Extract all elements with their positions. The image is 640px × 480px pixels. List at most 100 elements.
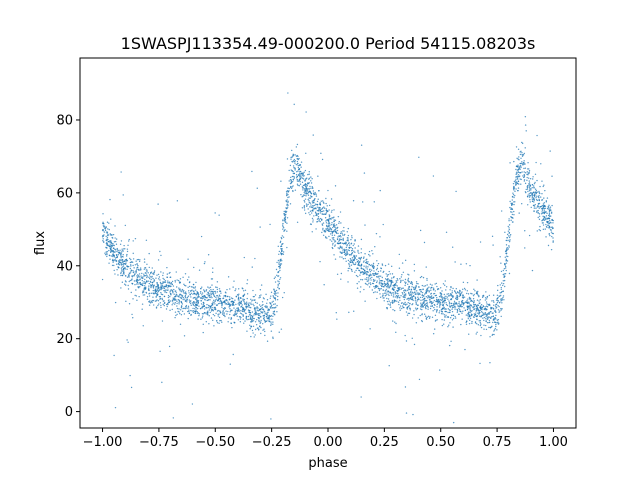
data-point xyxy=(259,321,262,323)
data-point xyxy=(391,273,394,275)
data-point xyxy=(274,276,277,278)
data-point xyxy=(467,305,470,308)
data-point xyxy=(408,307,411,309)
data-point xyxy=(412,292,414,294)
data-point xyxy=(494,317,496,319)
data-point xyxy=(401,305,404,307)
data-point xyxy=(408,291,410,294)
data-point xyxy=(126,265,128,267)
data-point xyxy=(247,305,249,308)
data-point xyxy=(295,173,298,176)
data-point xyxy=(533,205,536,207)
data-point xyxy=(196,299,198,301)
data-point xyxy=(433,303,436,306)
data-point xyxy=(356,267,358,270)
data-point xyxy=(139,259,141,261)
data-point xyxy=(147,280,150,282)
data-point xyxy=(371,282,374,285)
data-point xyxy=(268,320,271,323)
data-point xyxy=(188,292,190,294)
data-point xyxy=(239,302,242,305)
data-point xyxy=(403,303,405,306)
data-point xyxy=(173,288,175,291)
data-point xyxy=(205,313,207,315)
data-point xyxy=(106,253,108,256)
data-point xyxy=(499,310,501,312)
data-point xyxy=(513,180,516,183)
data-point xyxy=(142,325,144,327)
data-point xyxy=(175,271,177,273)
data-point xyxy=(326,219,328,221)
data-point xyxy=(524,191,527,193)
data-point xyxy=(165,308,168,310)
data-point xyxy=(193,266,195,269)
data-point xyxy=(244,320,246,322)
data-point xyxy=(255,324,258,326)
data-point xyxy=(272,315,274,318)
data-point xyxy=(434,308,436,311)
data-point xyxy=(474,322,477,324)
data-point xyxy=(200,318,202,320)
data-point xyxy=(372,278,375,281)
data-point xyxy=(326,227,329,229)
data-point xyxy=(331,231,333,233)
data-point xyxy=(171,308,173,311)
data-point xyxy=(495,307,497,309)
data-point xyxy=(534,191,536,194)
data-point xyxy=(279,260,282,262)
data-point xyxy=(287,196,289,199)
data-point xyxy=(123,263,125,265)
data-point xyxy=(207,306,209,309)
data-point xyxy=(163,300,165,302)
data-point xyxy=(155,292,158,295)
data-point xyxy=(292,161,294,163)
data-point xyxy=(342,249,344,251)
data-point xyxy=(368,264,370,266)
data-point xyxy=(114,258,116,261)
data-point xyxy=(343,230,345,232)
data-point xyxy=(127,341,129,343)
data-point xyxy=(226,313,228,315)
data-point xyxy=(134,264,137,266)
data-point xyxy=(146,276,148,279)
data-point xyxy=(158,296,161,298)
data-point xyxy=(102,229,104,231)
data-point xyxy=(550,248,553,251)
data-point xyxy=(550,231,553,233)
data-point xyxy=(373,270,375,272)
data-point xyxy=(326,205,328,207)
data-point xyxy=(448,324,450,326)
data-point xyxy=(304,185,307,187)
data-point xyxy=(296,178,299,181)
data-point xyxy=(143,275,146,277)
data-point xyxy=(280,253,283,255)
data-point xyxy=(442,313,444,315)
data-point xyxy=(236,312,238,314)
data-point xyxy=(468,322,471,325)
data-point xyxy=(510,215,512,218)
data-point xyxy=(141,308,143,310)
data-point xyxy=(214,292,217,294)
data-point xyxy=(476,291,478,293)
data-point xyxy=(441,290,443,292)
data-point xyxy=(496,289,499,292)
data-point xyxy=(508,240,511,243)
data-point xyxy=(324,213,326,215)
data-point xyxy=(269,301,271,304)
data-point xyxy=(369,277,372,279)
data-point xyxy=(472,307,474,309)
data-point xyxy=(198,314,200,317)
data-point xyxy=(128,275,130,277)
data-point xyxy=(252,289,254,292)
data-point xyxy=(369,275,371,277)
data-point xyxy=(139,286,141,288)
data-point xyxy=(382,297,384,299)
data-point xyxy=(483,319,485,322)
data-point xyxy=(206,303,208,306)
data-point xyxy=(288,169,290,172)
data-point xyxy=(231,300,233,302)
data-point xyxy=(265,305,267,307)
data-point xyxy=(195,294,198,296)
data-point xyxy=(375,281,378,284)
data-point xyxy=(308,201,311,204)
